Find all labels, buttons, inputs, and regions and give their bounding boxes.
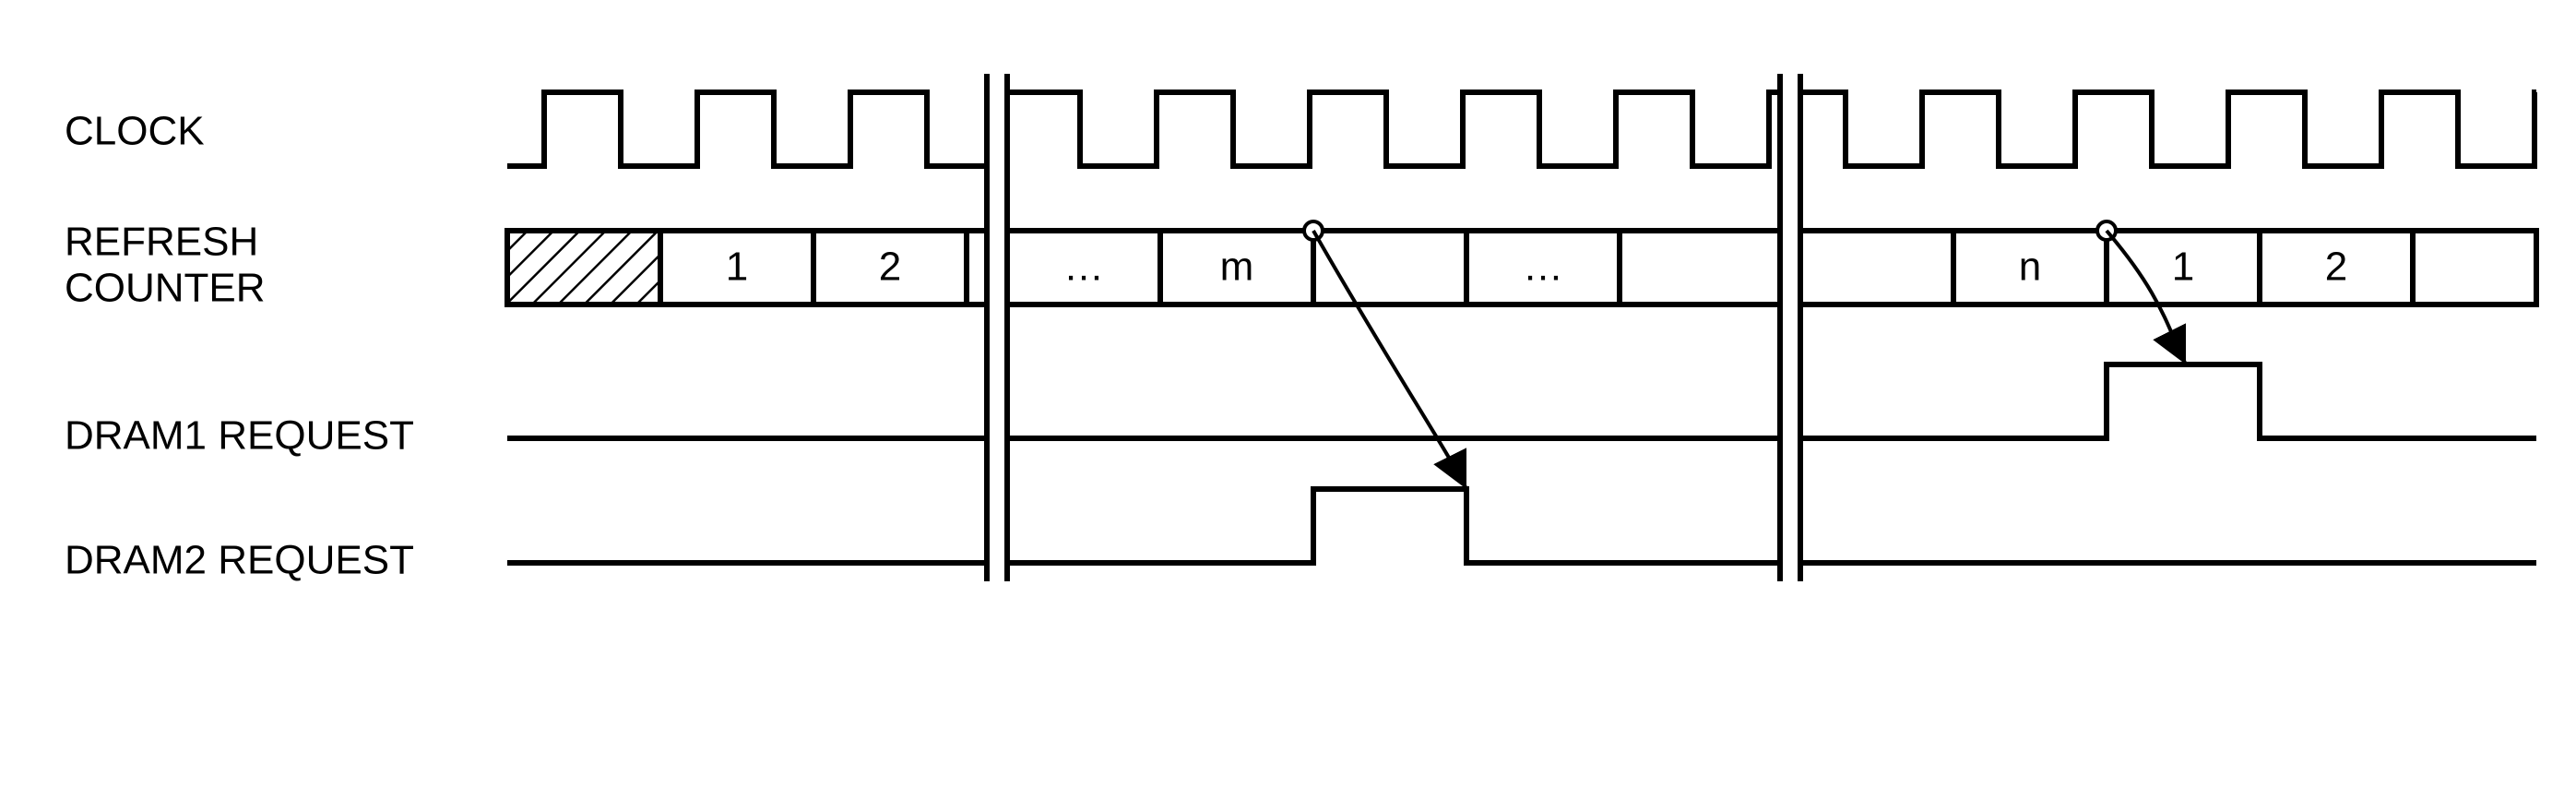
counter-cell-label: m: [1220, 245, 1254, 290]
label-clock: CLOCK: [65, 109, 205, 154]
label-dram1: DRAM1 REQUEST: [65, 413, 414, 459]
dram2-waveform: [507, 489, 2536, 563]
time-break-gap: [987, 65, 1007, 591]
counter-cell-label: n: [2019, 245, 2041, 290]
label-refresh-1: REFRESH: [65, 220, 258, 265]
counter-cell-label: 2: [2325, 245, 2347, 290]
counter-cell-label: 2: [879, 245, 901, 290]
counter-cell-label: …: [1523, 245, 1563, 290]
timing-diagram: CLOCK REFRESHCOUNTER DRAM1 REQUEST DRAM2 RE…: [0, 0, 2576, 812]
time-break-gap: [1780, 65, 1800, 591]
label-refresh-2: COUNTER: [65, 266, 266, 311]
counter-cell: [1800, 231, 1953, 304]
counter-cell-label: 1: [2172, 245, 2194, 290]
label-dram2: DRAM2 REQUEST: [65, 538, 414, 583]
counter-cell: [1620, 231, 1780, 304]
counter-cell: [2413, 231, 2536, 304]
clock-waveform: [507, 92, 2536, 166]
dram1-waveform: [507, 364, 2536, 438]
counter-cell: [507, 231, 660, 304]
counter-cell: [967, 231, 987, 304]
counter-cell-label: 1: [726, 245, 748, 290]
causal-arrow: [1313, 231, 1466, 489]
counter-cell-label: …: [1063, 245, 1104, 290]
